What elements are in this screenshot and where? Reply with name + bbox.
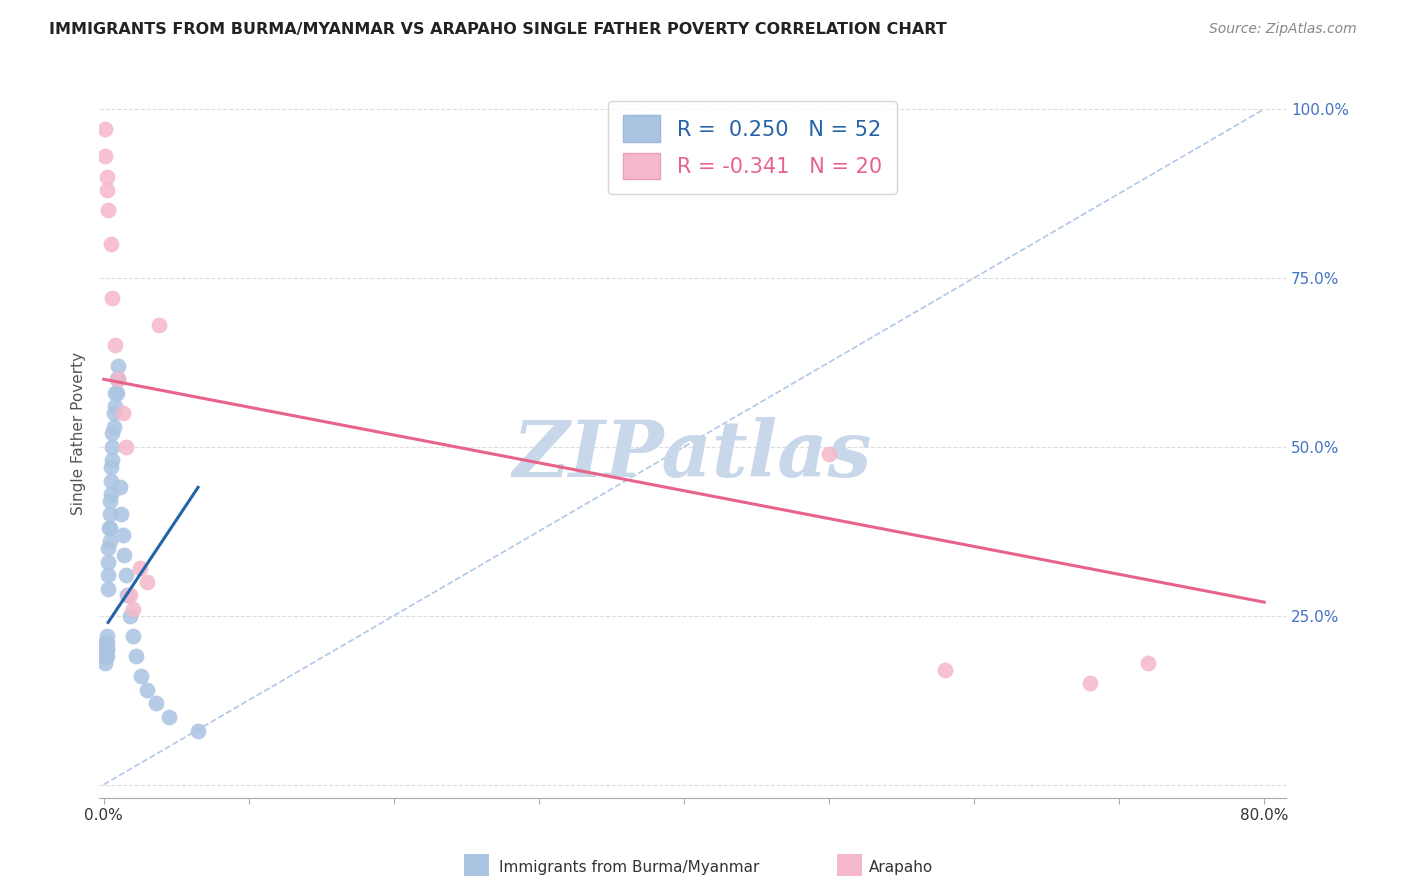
Point — [98, 493, 121, 508]
Point — [148, 318, 170, 333]
Point — [121, 602, 143, 616]
Point — [101, 440, 124, 454]
Point — [103, 406, 125, 420]
Point — [97, 521, 120, 535]
Point — [125, 649, 148, 664]
Point — [96, 636, 118, 650]
Point — [131, 669, 153, 683]
Point — [101, 453, 124, 467]
Point — [107, 359, 129, 373]
Point — [100, 237, 122, 252]
Text: IMMIGRANTS FROM BURMA/MYANMAR VS ARAPAHO SINGLE FATHER POVERTY CORRELATION CHART: IMMIGRANTS FROM BURMA/MYANMAR VS ARAPAHO… — [49, 22, 948, 37]
Point — [104, 399, 127, 413]
Point — [96, 169, 118, 184]
Text: ZIPatlas: ZIPatlas — [513, 417, 872, 493]
Point — [107, 372, 129, 386]
Point — [129, 561, 152, 575]
Point — [96, 642, 118, 657]
Point — [1078, 676, 1101, 690]
Point — [100, 487, 122, 501]
Point — [104, 338, 127, 352]
Point — [136, 574, 159, 589]
Point — [114, 440, 136, 454]
Point — [96, 649, 118, 664]
Point — [94, 636, 117, 650]
Point — [118, 608, 141, 623]
Point — [100, 474, 122, 488]
Point — [94, 642, 117, 657]
Text: Source: ZipAtlas.com: Source: ZipAtlas.com — [1209, 22, 1357, 37]
Point — [94, 649, 117, 664]
Legend: R =  0.250   N = 52, R = -0.341   N = 20: R = 0.250 N = 52, R = -0.341 N = 20 — [609, 101, 897, 194]
Point — [97, 541, 120, 555]
Point — [111, 527, 134, 541]
Point — [94, 656, 117, 670]
Text: Arapaho: Arapaho — [869, 861, 934, 875]
Point — [93, 649, 115, 664]
Point — [111, 406, 134, 420]
Point — [114, 568, 136, 582]
Point — [97, 203, 120, 218]
Point — [121, 629, 143, 643]
Point — [94, 149, 117, 163]
Point — [100, 460, 122, 475]
Point — [96, 183, 118, 197]
Point — [97, 568, 120, 582]
Point — [97, 582, 120, 596]
Point — [101, 426, 124, 441]
Point — [187, 723, 209, 738]
Point — [934, 663, 956, 677]
Y-axis label: Single Father Poverty: Single Father Poverty — [72, 351, 86, 515]
Point — [1137, 656, 1160, 670]
Point — [112, 548, 135, 562]
Point — [107, 372, 129, 386]
Point — [96, 642, 118, 657]
Point — [136, 683, 159, 698]
Point — [94, 642, 117, 657]
Point — [157, 710, 180, 724]
Point — [818, 446, 841, 460]
Point — [94, 122, 117, 136]
Point — [101, 291, 124, 305]
Point — [94, 636, 117, 650]
Point — [110, 508, 132, 522]
Point — [98, 508, 121, 522]
Point — [97, 555, 120, 569]
Point — [104, 385, 127, 400]
Point — [145, 697, 167, 711]
Point — [105, 385, 128, 400]
Point — [94, 642, 117, 657]
Point — [93, 642, 115, 657]
Point — [94, 649, 117, 664]
Point — [118, 589, 141, 603]
Point — [96, 629, 118, 643]
Point — [108, 480, 131, 494]
Point — [98, 534, 121, 549]
Point — [115, 589, 138, 603]
Point — [98, 521, 121, 535]
Point — [105, 372, 128, 386]
Point — [103, 419, 125, 434]
Text: Immigrants from Burma/Myanmar: Immigrants from Burma/Myanmar — [499, 861, 759, 875]
